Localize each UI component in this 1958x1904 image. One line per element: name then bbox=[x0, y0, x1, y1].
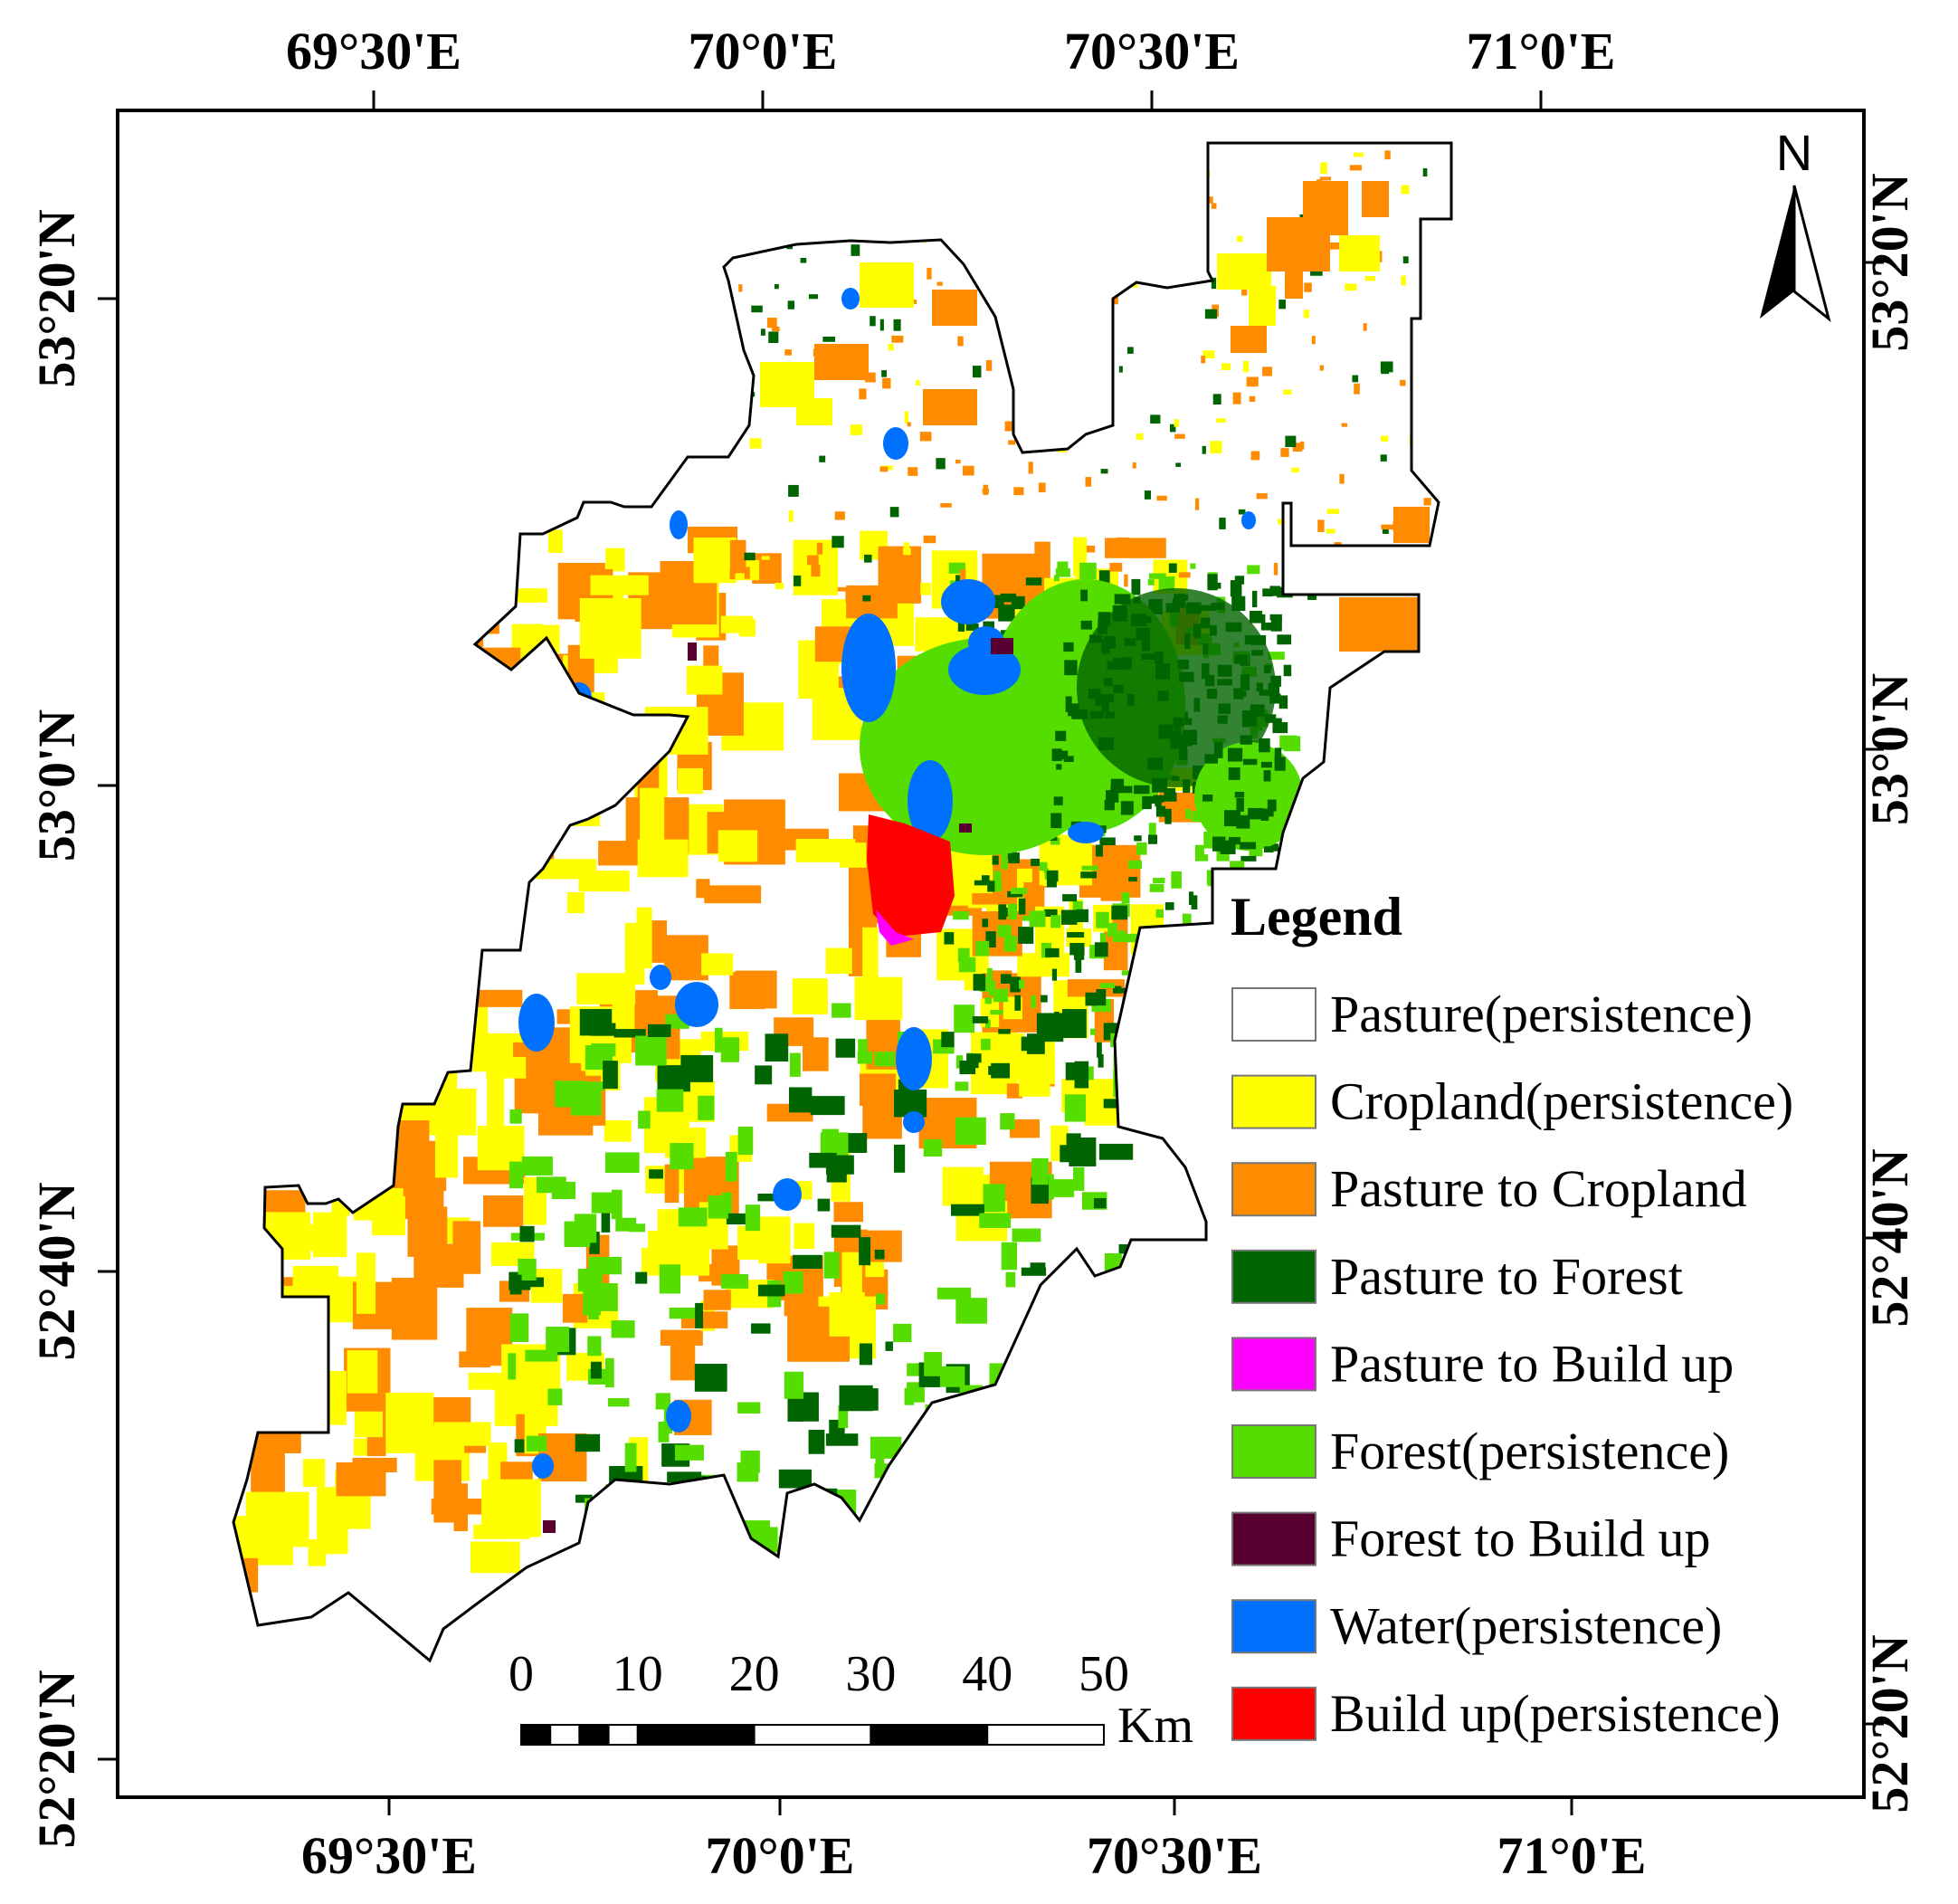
legend-item-label: Pasture to Build up bbox=[1330, 1334, 1734, 1393]
right-lat-label: 52°20'N bbox=[1860, 1634, 1919, 1813]
scale-tick-label: 40 bbox=[962, 1646, 1012, 1702]
legend-swatch bbox=[1231, 1686, 1316, 1741]
scale-bar-segment bbox=[549, 1724, 581, 1746]
top-lon-label: 70°30'E bbox=[1064, 22, 1240, 81]
top-lon-label: 70°0'E bbox=[689, 22, 838, 81]
scale-bar-segment bbox=[607, 1724, 639, 1746]
right-latitude-labels: 53°20'N 53°0'N 52°40'N 52°20'N bbox=[1860, 173, 1919, 1813]
scale-bar-segment bbox=[578, 1724, 610, 1746]
scale-tick-label: 20 bbox=[729, 1646, 780, 1702]
left-lat-label: 52°20'N bbox=[27, 1670, 86, 1848]
bottom-lon-label: 69°30'E bbox=[301, 1826, 477, 1885]
scale-bar-segment bbox=[520, 1724, 552, 1746]
legend-item-label: Pasture(persistence) bbox=[1330, 985, 1753, 1043]
legend-item-label: Cropland(persistence) bbox=[1330, 1072, 1793, 1131]
scale-unit: Km bbox=[1117, 1698, 1193, 1754]
legend-swatch bbox=[1231, 1249, 1316, 1304]
bottom-lon-label: 70°0'E bbox=[706, 1826, 855, 1885]
scale-bar: Km 0 10 20 30 40 50 bbox=[509, 1646, 1193, 1754]
scale-tick-label: 10 bbox=[613, 1646, 663, 1702]
legend-swatch bbox=[1231, 1337, 1316, 1392]
scale-bar-segment bbox=[636, 1724, 756, 1746]
north-label: N bbox=[1776, 124, 1812, 181]
legend-title: Legend bbox=[1231, 887, 1402, 947]
legend-item-label: Pasture to Forest bbox=[1330, 1247, 1683, 1306]
top-lon-label: 71°0'E bbox=[1467, 22, 1616, 81]
left-lat-label: 53°0'N bbox=[27, 709, 86, 862]
legend-swatch bbox=[1231, 987, 1316, 1042]
legend-item-label: Forest to Build up bbox=[1330, 1509, 1711, 1568]
scale-bar-segment bbox=[870, 1724, 989, 1746]
scale-tick-label: 0 bbox=[509, 1646, 534, 1702]
legend-swatch bbox=[1231, 1599, 1316, 1654]
right-lat-label: 53°20'N bbox=[1860, 173, 1919, 351]
legend-swatch bbox=[1231, 1074, 1316, 1129]
legend-swatch bbox=[1231, 1162, 1316, 1217]
left-latitude-labels: 53°20'N 53°0'N 52°40'N 52°20'N bbox=[27, 209, 86, 1848]
bottom-lon-label: 70°30'E bbox=[1087, 1826, 1262, 1885]
legend: Legend Pasture(persistence) Cropland(pers… bbox=[1231, 887, 1793, 1743]
right-lat-label: 53°0'N bbox=[1860, 673, 1919, 825]
legend-item-label: Build up(persistence) bbox=[1330, 1684, 1781, 1743]
top-longitude-labels: 69°30'E 70°0'E 70°30'E 71°0'E bbox=[286, 22, 1616, 81]
left-lat-label: 53°20'N bbox=[27, 209, 86, 387]
bottom-longitude-labels: 69°30'E 70°0'E 70°30'E 71°0'E bbox=[301, 1826, 1647, 1885]
legend-swatch bbox=[1231, 1511, 1316, 1566]
scale-bar-segment bbox=[753, 1724, 872, 1746]
left-lat-label: 52°40'N bbox=[27, 1182, 86, 1360]
graticule-ticks bbox=[98, 90, 1884, 1815]
bottom-lon-label: 71°0'E bbox=[1497, 1826, 1647, 1885]
map-frame bbox=[116, 109, 1866, 1799]
scale-tick-label: 50 bbox=[1079, 1646, 1129, 1702]
north-arrow-icon: N bbox=[1760, 124, 1831, 322]
right-lat-label: 52°40'N bbox=[1860, 1148, 1919, 1327]
legend-item-label: Pasture to Cropland bbox=[1330, 1159, 1747, 1218]
scale-bar-segment bbox=[986, 1724, 1105, 1746]
legend-item-label: Water(persistence) bbox=[1330, 1596, 1722, 1655]
legend-item-label: Forest(persistence) bbox=[1330, 1422, 1729, 1480]
scale-tick-label: 30 bbox=[845, 1646, 896, 1702]
legend-swatch bbox=[1231, 1424, 1316, 1479]
top-lon-label: 69°30'E bbox=[286, 22, 461, 81]
